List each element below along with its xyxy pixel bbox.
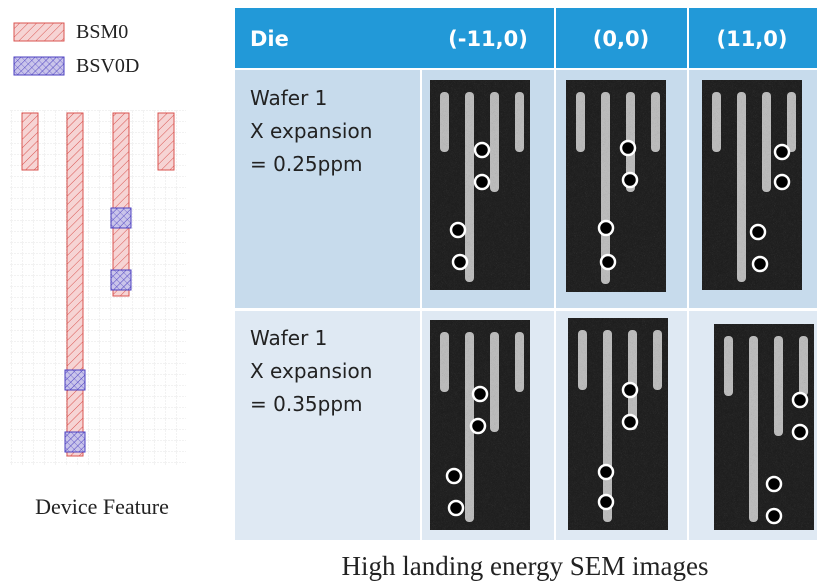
sem-image [714, 324, 814, 530]
via-marker [599, 465, 613, 479]
header-cell: Die [250, 27, 289, 51]
via [65, 432, 85, 452]
row-label: = 0.35ppm [250, 392, 363, 416]
sem-image [566, 80, 666, 292]
metal-line [113, 113, 129, 296]
via-marker [775, 175, 789, 189]
row-label: X expansion [250, 119, 372, 143]
via-marker [775, 145, 789, 159]
via-marker [621, 141, 635, 155]
header-cell: (11,0) [716, 27, 787, 51]
via-marker [793, 393, 807, 407]
header-cell: (0,0) [593, 27, 649, 51]
via-marker [623, 173, 637, 187]
figure: BSM0 BSV0D Device Feature High landing e… [0, 0, 817, 586]
layout [10, 110, 186, 466]
via-marker [449, 501, 463, 515]
via-marker [453, 255, 467, 269]
metal-line [67, 113, 83, 456]
metal-line [158, 113, 174, 170]
legend-swatch [14, 23, 64, 41]
via [111, 270, 131, 290]
layout-caption: Device Feature [35, 494, 169, 519]
row-label: = 0.25ppm [250, 152, 363, 176]
legend-label: BSV0D [76, 55, 139, 77]
via-marker [599, 495, 613, 509]
figure-caption: High landing energy SEM images [342, 551, 709, 581]
via-marker [767, 477, 781, 491]
legend-swatch [14, 57, 64, 75]
via-marker [753, 257, 767, 271]
via-marker [471, 419, 485, 433]
legend: BSM0 BSV0D [14, 21, 139, 77]
via-marker [475, 175, 489, 189]
row-label: Wafer 1 [250, 86, 327, 110]
sem-image [430, 80, 530, 290]
legend-label: BSM0 [76, 21, 128, 43]
sem-noise [568, 318, 668, 530]
via-marker [793, 425, 807, 439]
header-cell: (-11,0) [448, 27, 528, 51]
sem-image [568, 318, 668, 530]
row-label: Wafer 1 [250, 326, 327, 350]
via-marker [599, 221, 613, 235]
via [65, 370, 85, 390]
via-marker [475, 143, 489, 157]
row-label: X expansion [250, 359, 372, 383]
via-marker [751, 225, 765, 239]
via-marker [451, 223, 465, 237]
via-marker [623, 383, 637, 397]
sem-image [702, 80, 802, 290]
via-marker [767, 509, 781, 523]
via-marker [473, 387, 487, 401]
metal-line [22, 113, 38, 170]
via-marker [447, 469, 461, 483]
via-marker [623, 415, 637, 429]
via [111, 208, 131, 228]
via-marker [601, 255, 615, 269]
sem-image [430, 320, 530, 530]
